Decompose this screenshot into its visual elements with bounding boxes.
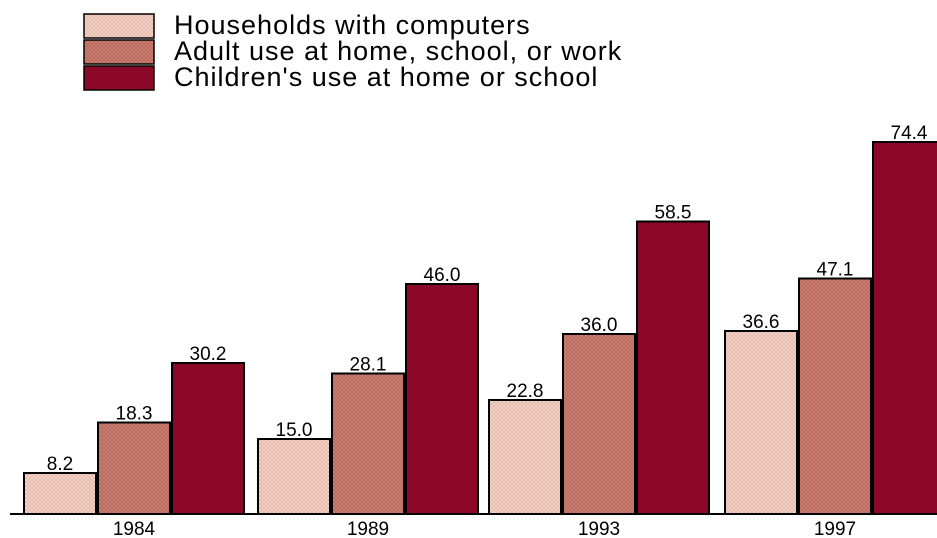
x-tick-label-1989: 1989 bbox=[347, 519, 389, 538]
bar-1997-series-1 bbox=[724, 330, 798, 515]
data-label-1984-series-3: 30.2 bbox=[190, 344, 227, 365]
bar-1989-series-1 bbox=[257, 438, 331, 515]
bar-1989-series-2 bbox=[331, 372, 405, 515]
legend-label-3: Children's use at home or school bbox=[174, 62, 598, 92]
bar-1993-series-3 bbox=[636, 220, 710, 515]
legend-swatch-1 bbox=[83, 13, 155, 39]
bar-1997-series-3 bbox=[872, 141, 937, 515]
data-label-1989-series-3: 46.0 bbox=[424, 265, 461, 286]
x-tick-labels-group: 1984 1989 1993 1997 bbox=[113, 519, 856, 538]
data-label-1997-series-1: 36.6 bbox=[743, 312, 780, 333]
x-tick-label-1997: 1997 bbox=[814, 519, 856, 538]
bar-1984-series-1 bbox=[23, 472, 97, 515]
bar-1984-series-3 bbox=[171, 362, 245, 515]
x-tick-label-1984: 1984 bbox=[113, 519, 156, 538]
bar-1993-series-1 bbox=[488, 399, 562, 515]
legend-label-2: Adult use at home, school, or work bbox=[174, 36, 622, 66]
bar-1993-series-2 bbox=[562, 333, 636, 515]
data-labels-group: 8.2 18.3 30.2 15.0 28.1 46.0 22.8 36.0 58.5 36.6 4… bbox=[47, 123, 928, 475]
data-label-1993-series-1: 22.8 bbox=[507, 381, 544, 402]
x-tick-label-1993: 1993 bbox=[578, 519, 620, 538]
bar-1989-series-3 bbox=[405, 283, 479, 515]
data-label-1997-series-3: 74.4 bbox=[891, 123, 928, 144]
data-label-1984-series-2: 18.3 bbox=[116, 404, 153, 425]
legend-swatch-3 bbox=[83, 65, 155, 91]
data-label-1984-series-1: 8.2 bbox=[47, 454, 73, 475]
data-label-1997-series-2: 47.1 bbox=[817, 260, 854, 281]
bar-1997-series-2 bbox=[798, 277, 872, 515]
data-label-1993-series-2: 36.0 bbox=[581, 315, 618, 336]
legend-swatch-2 bbox=[83, 39, 155, 65]
data-label-1989-series-1: 15.0 bbox=[276, 420, 313, 441]
bar-1984-series-2 bbox=[97, 421, 171, 515]
legend-label-1: Households with computers bbox=[174, 10, 531, 40]
data-label-1989-series-2: 28.1 bbox=[350, 355, 387, 376]
bars-group bbox=[23, 141, 937, 515]
data-label-1993-series-3: 58.5 bbox=[655, 203, 692, 224]
